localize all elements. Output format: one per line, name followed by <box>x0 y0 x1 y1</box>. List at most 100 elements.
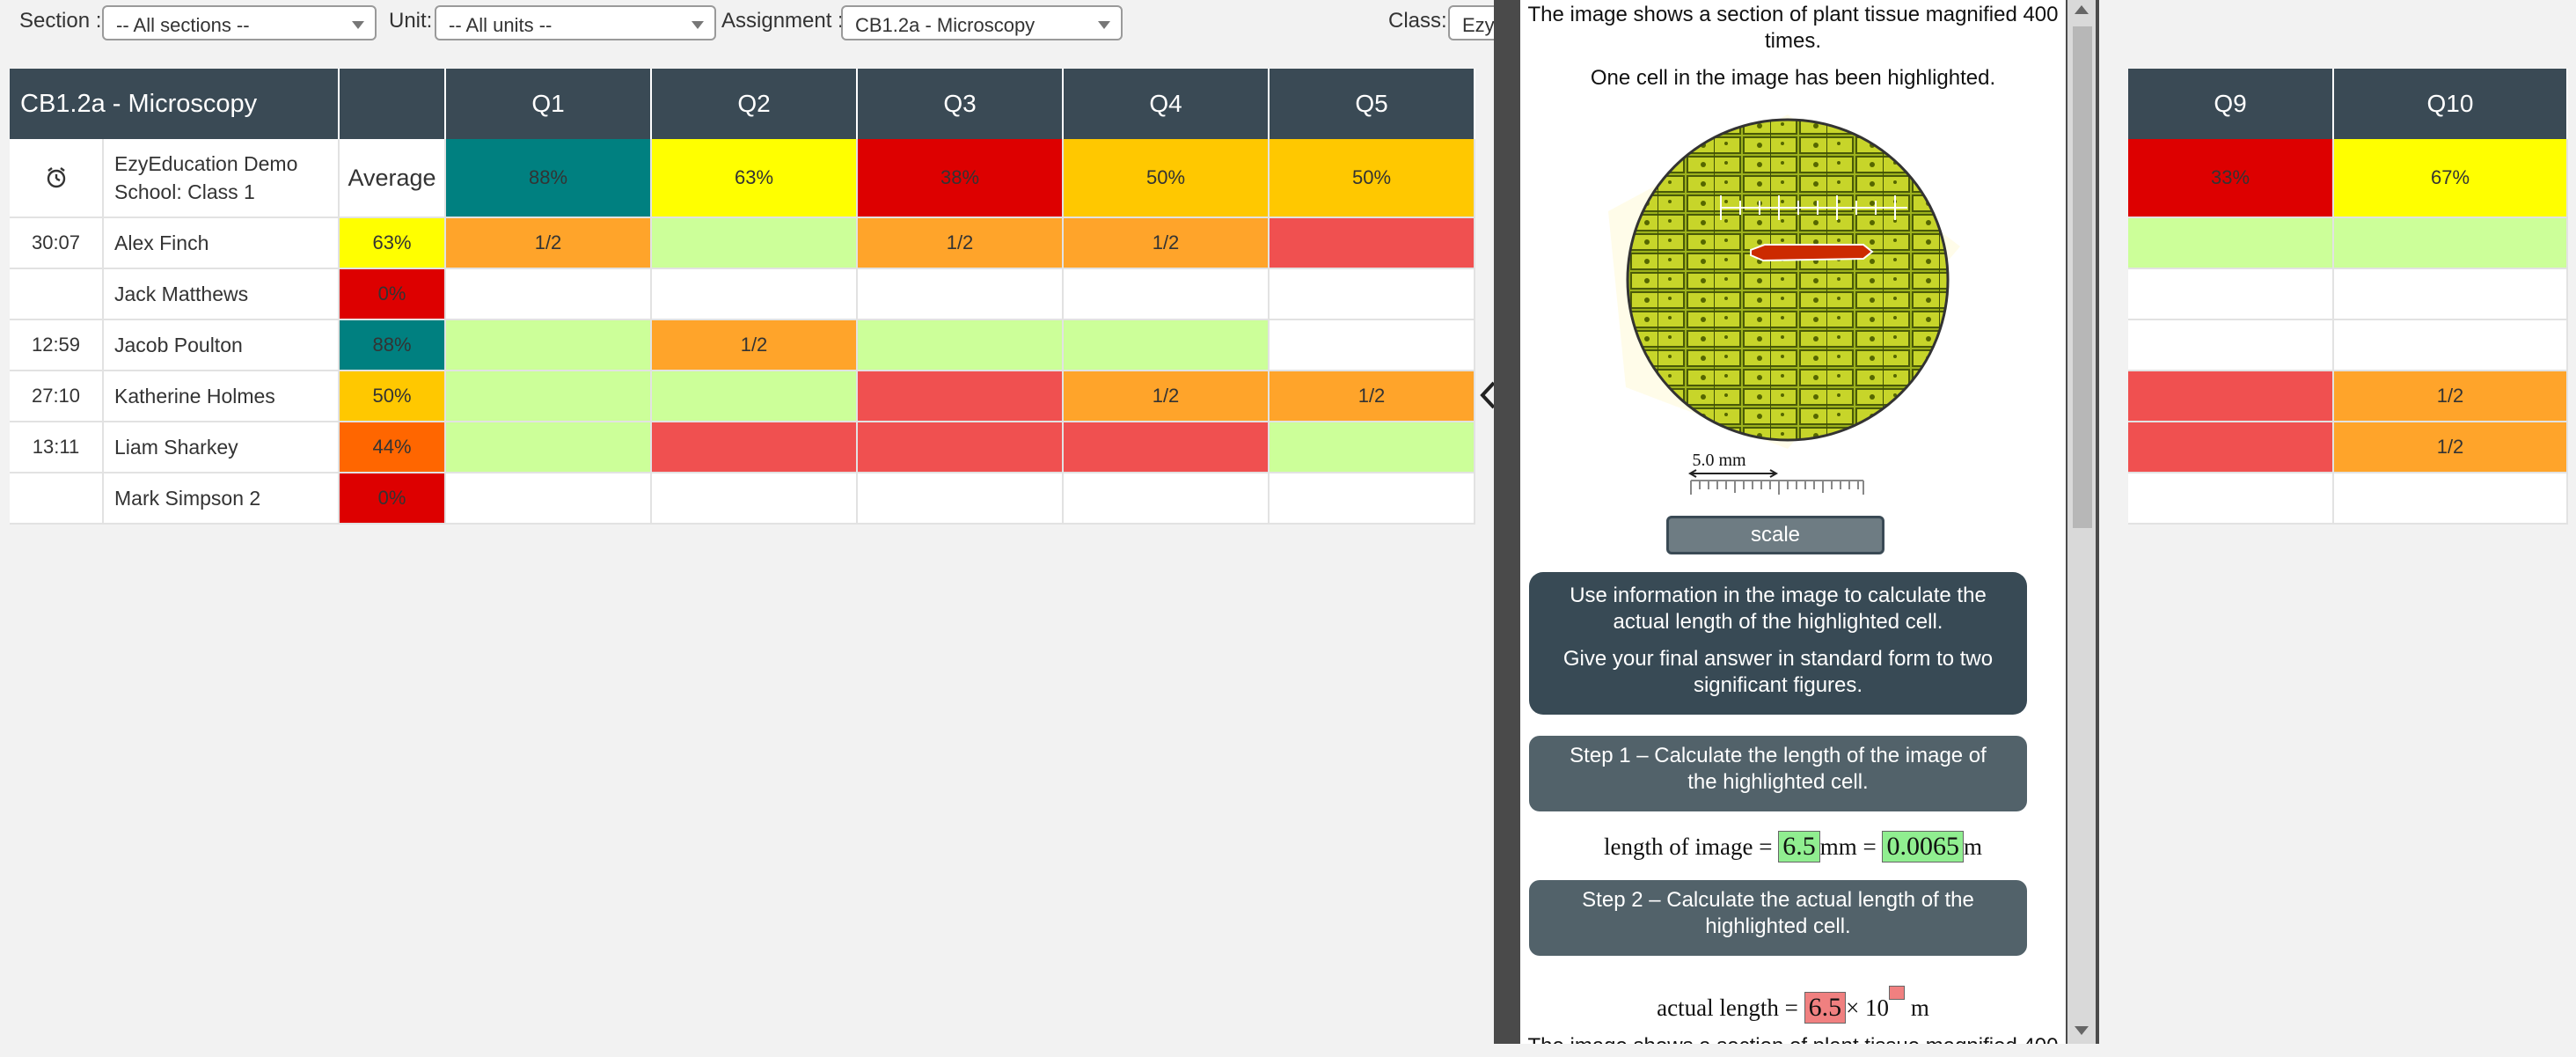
header-q3[interactable]: Q3 <box>858 69 1064 139</box>
score-cell-q9[interactable] <box>2128 422 2334 473</box>
scale-label: 5.0 mm <box>1692 451 1746 470</box>
collapse-panel-button[interactable] <box>1478 380 1499 410</box>
section-select[interactable]: -- All sections -- <box>102 5 377 40</box>
score-cell-q9[interactable] <box>2128 269 2334 320</box>
score-cell-q5[interactable] <box>1270 320 1475 371</box>
score-cell-q4[interactable] <box>1064 320 1270 371</box>
score-cell-q9[interactable] <box>2128 371 2334 422</box>
score-cell-q3[interactable] <box>858 473 1064 525</box>
score-cell-q5[interactable]: 1/2 <box>1270 371 1475 422</box>
section-select-value: -- All sections -- <box>116 14 250 36</box>
scroll-thumb[interactable] <box>2073 26 2092 528</box>
actual-length-label: actual length = <box>1657 995 1798 1021</box>
score-cell-q1[interactable] <box>446 473 652 525</box>
score-cell-q1[interactable]: 1/2 <box>446 218 652 269</box>
score-cell-q3[interactable] <box>858 269 1064 320</box>
header-q2[interactable]: Q2 <box>652 69 858 139</box>
mm-unit: mm = <box>1819 833 1877 860</box>
unit-label: Unit: <box>389 9 433 33</box>
score-cell-q3[interactable] <box>858 320 1064 371</box>
alarm-clock-icon <box>10 139 104 218</box>
scroll-up-arrow-icon[interactable] <box>2075 5 2089 14</box>
student-name[interactable]: Katherine Holmes <box>104 371 340 422</box>
question-content: The image shows a section of plant tissu… <box>1520 0 2066 1044</box>
score-cell-q10[interactable] <box>2334 269 2568 320</box>
score-cell-q3[interactable] <box>858 371 1064 422</box>
score-cell-q4[interactable] <box>1064 422 1270 473</box>
score-cell-q5[interactable] <box>1270 269 1475 320</box>
graticule-overlay <box>1720 195 1907 220</box>
score-cell-q10[interactable]: 1/2 <box>2334 422 2568 473</box>
summary-score-q2: 63% <box>652 139 858 218</box>
score-cell-q4[interactable]: 1/2 <box>1064 218 1270 269</box>
score-cell-q4[interactable] <box>1064 473 1270 525</box>
header-average-column <box>340 69 446 139</box>
score-cell-q2[interactable]: 1/2 <box>652 320 858 371</box>
actual-value-input[interactable]: 6.5 <box>1804 992 1847 1024</box>
score-cell-q9[interactable] <box>2128 320 2334 371</box>
header-q4[interactable]: Q4 <box>1064 69 1270 139</box>
student-name[interactable]: Alex Finch <box>104 218 340 269</box>
m-unit: m <box>1963 833 1982 860</box>
class-select-value: Ezy <box>1462 14 1495 36</box>
student-time <box>10 269 104 320</box>
student-name[interactable]: Jacob Poulton <box>104 320 340 371</box>
score-cell-q2[interactable] <box>652 218 858 269</box>
header-q10[interactable]: Q10 <box>2334 69 2568 139</box>
score-cell-q1[interactable] <box>446 371 652 422</box>
score-cell-q5[interactable] <box>1270 473 1475 525</box>
student-name[interactable]: Liam Sharkey <box>104 422 340 473</box>
score-cell-q2[interactable] <box>652 371 858 422</box>
instructions-box: Use information in the image to calculat… <box>1529 572 2027 715</box>
question-panel: The image shows a section of plant tissu… <box>1494 0 2099 1044</box>
score-cell-q10[interactable]: 1/2 <box>2334 371 2568 422</box>
score-cell-q9[interactable] <box>2128 473 2334 525</box>
student-average: 63% <box>340 218 446 269</box>
step-2-box: Step 2 – Calculate the actual length of … <box>1529 880 2027 956</box>
score-cell-q5[interactable] <box>1270 422 1475 473</box>
chevron-down-icon <box>692 21 704 29</box>
assignment-select[interactable]: CB1.2a - Microscopy <box>841 5 1123 40</box>
student-time: 30:07 <box>10 218 104 269</box>
actual-length-line: actual length = 6.5 × 10 m <box>1520 986 2066 1024</box>
summary-score-q10: 67% <box>2334 139 2568 218</box>
score-cell-q2[interactable] <box>652 422 858 473</box>
scroll-down-arrow-icon[interactable] <box>2075 1026 2089 1035</box>
unit-select-value: -- All units -- <box>449 14 553 36</box>
student-name[interactable]: Mark Simpson 2 <box>104 473 340 525</box>
header-q9[interactable]: Q9 <box>2128 69 2334 139</box>
student-name[interactable]: Jack Matthews <box>104 269 340 320</box>
score-cell-q10[interactable] <box>2334 320 2568 371</box>
student-average: 88% <box>340 320 446 371</box>
score-cell-q10[interactable] <box>2334 218 2568 269</box>
scale-button[interactable]: scale <box>1666 516 1884 554</box>
exponent-input[interactable] <box>1889 986 1906 1000</box>
student-average: 0% <box>340 473 446 525</box>
length-mm-input[interactable]: 6.5 <box>1778 831 1820 862</box>
length-m-input[interactable]: 0.0065 <box>1882 831 1964 862</box>
score-cell-q10[interactable] <box>2334 473 2568 525</box>
score-cell-q4[interactable] <box>1064 269 1270 320</box>
score-cell-q1[interactable] <box>446 320 652 371</box>
score-cell-q2[interactable] <box>652 269 858 320</box>
score-cell-q1[interactable] <box>446 422 652 473</box>
score-cell-q3[interactable] <box>858 422 1064 473</box>
intro-text: The image shows a section of plant tissu… <box>1527 3 2059 53</box>
summary-score-q5: 50% <box>1270 139 1475 218</box>
score-cell-q2[interactable] <box>652 473 858 525</box>
student-time: 12:59 <box>10 320 104 371</box>
micrograph-image <box>1608 114 1960 449</box>
header-q1[interactable]: Q1 <box>446 69 652 139</box>
score-cell-q4[interactable]: 1/2 <box>1064 371 1270 422</box>
unit-select[interactable]: -- All units -- <box>435 5 716 40</box>
times-ten: × 10 <box>1846 995 1890 1021</box>
student-time: 27:10 <box>10 371 104 422</box>
scrollbar[interactable] <box>2067 0 2096 1044</box>
score-cell-q5[interactable] <box>1270 218 1475 269</box>
score-cell-q9[interactable] <box>2128 218 2334 269</box>
assignment-select-value: CB1.2a - Microscopy <box>855 14 1036 36</box>
section-label: Section : <box>19 9 102 33</box>
header-q5[interactable]: Q5 <box>1270 69 1475 139</box>
score-cell-q1[interactable] <box>446 269 652 320</box>
score-cell-q3[interactable]: 1/2 <box>858 218 1064 269</box>
